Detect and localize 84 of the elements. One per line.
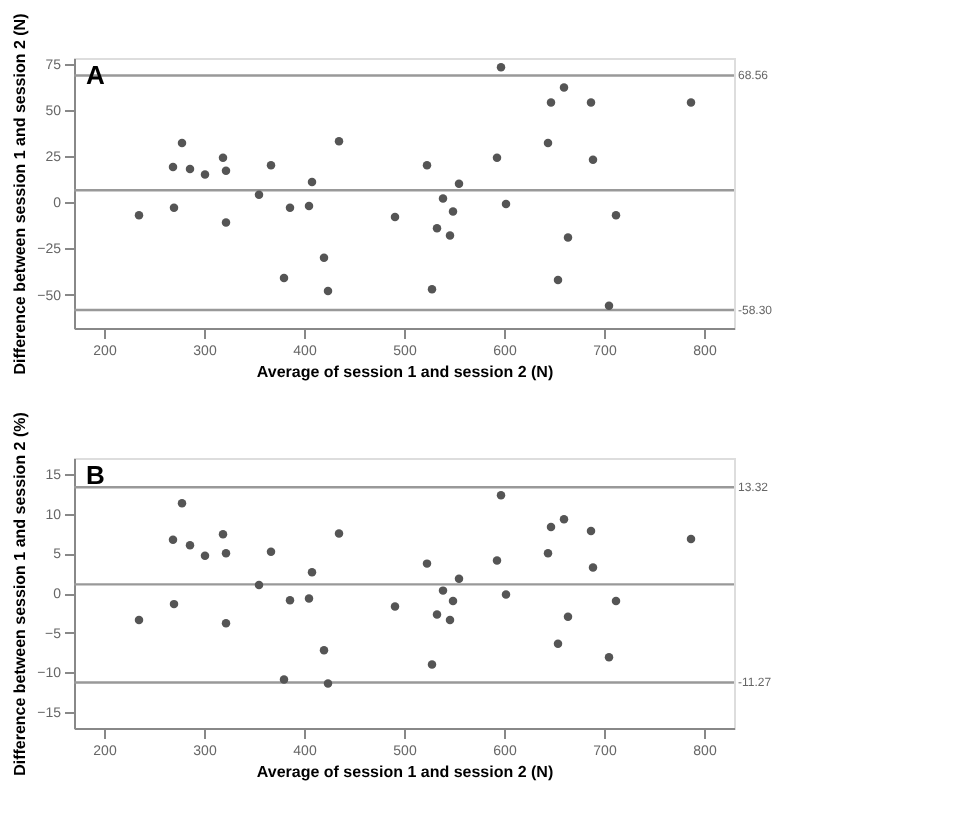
- point: [304, 201, 314, 211]
- point: [254, 580, 264, 590]
- point: [611, 210, 621, 220]
- point: [543, 138, 553, 148]
- point: [422, 559, 432, 568]
- point: [611, 596, 621, 606]
- point: [334, 136, 344, 146]
- point: [546, 522, 556, 532]
- point: [279, 675, 289, 684]
- point: [285, 595, 295, 605]
- y-axis-title: Difference between session 1 and session 2 (%): [11, 411, 30, 776]
- point: [604, 301, 614, 311]
- point: [218, 530, 228, 539]
- point: [563, 233, 573, 242]
- point: [492, 153, 502, 163]
- point: [553, 639, 563, 649]
- point: [686, 98, 696, 107]
- point: [169, 599, 179, 609]
- point: [438, 194, 448, 203]
- point: [445, 231, 455, 240]
- point: [427, 660, 437, 669]
- point: [323, 679, 333, 688]
- point: [546, 98, 556, 107]
- point: [134, 615, 144, 625]
- point: [307, 177, 317, 187]
- point: [445, 615, 455, 625]
- point: [266, 547, 276, 556]
- point: [200, 551, 210, 560]
- point: [586, 98, 596, 107]
- point: [185, 541, 195, 550]
- point: [422, 161, 432, 170]
- point: [588, 563, 598, 572]
- point: [169, 203, 179, 213]
- point: [492, 556, 502, 565]
- point: [221, 549, 231, 558]
- point: [454, 179, 464, 188]
- point: [686, 534, 696, 544]
- point: [604, 653, 614, 662]
- point: [307, 568, 317, 577]
- x-axis-title: Average of session 1 and session 2 (N): [256, 763, 554, 781]
- point: [454, 574, 464, 583]
- point: [438, 586, 448, 595]
- point: [432, 223, 442, 233]
- point: [134, 210, 144, 220]
- point: [432, 610, 442, 619]
- point: [221, 218, 231, 227]
- point: [496, 63, 506, 72]
- point: [200, 170, 210, 179]
- point: [266, 161, 276, 170]
- point: [177, 138, 187, 148]
- point: [285, 203, 295, 213]
- point: [218, 153, 228, 163]
- point: [559, 514, 569, 524]
- point: [586, 526, 596, 536]
- point: [185, 164, 195, 174]
- point: [501, 590, 511, 599]
- point: [427, 284, 437, 294]
- point: [553, 275, 563, 285]
- point: [448, 596, 458, 606]
- point: [390, 602, 400, 611]
- point: [448, 207, 458, 216]
- point: [304, 594, 314, 603]
- point: [501, 199, 511, 209]
- point: [279, 273, 289, 283]
- y-axis-title: Difference between session 1 and session 2 (N): [11, 12, 30, 375]
- point: [559, 83, 569, 92]
- point: [323, 286, 333, 296]
- point: [319, 645, 329, 655]
- point: [496, 491, 506, 500]
- point: [319, 253, 329, 262]
- point: [390, 212, 400, 222]
- point: [221, 618, 231, 628]
- point: [563, 612, 573, 622]
- x-axis-title: Average of session 1 and session 2 (N): [256, 363, 554, 381]
- point: [168, 535, 178, 545]
- point: [168, 162, 178, 172]
- chart-title: A: [86, 60, 106, 90]
- point: [543, 549, 553, 558]
- point: [221, 166, 231, 176]
- point: [254, 190, 264, 200]
- point: [177, 499, 187, 508]
- point: [588, 155, 598, 164]
- point: [334, 529, 344, 538]
- chart-title: B: [86, 460, 105, 490]
